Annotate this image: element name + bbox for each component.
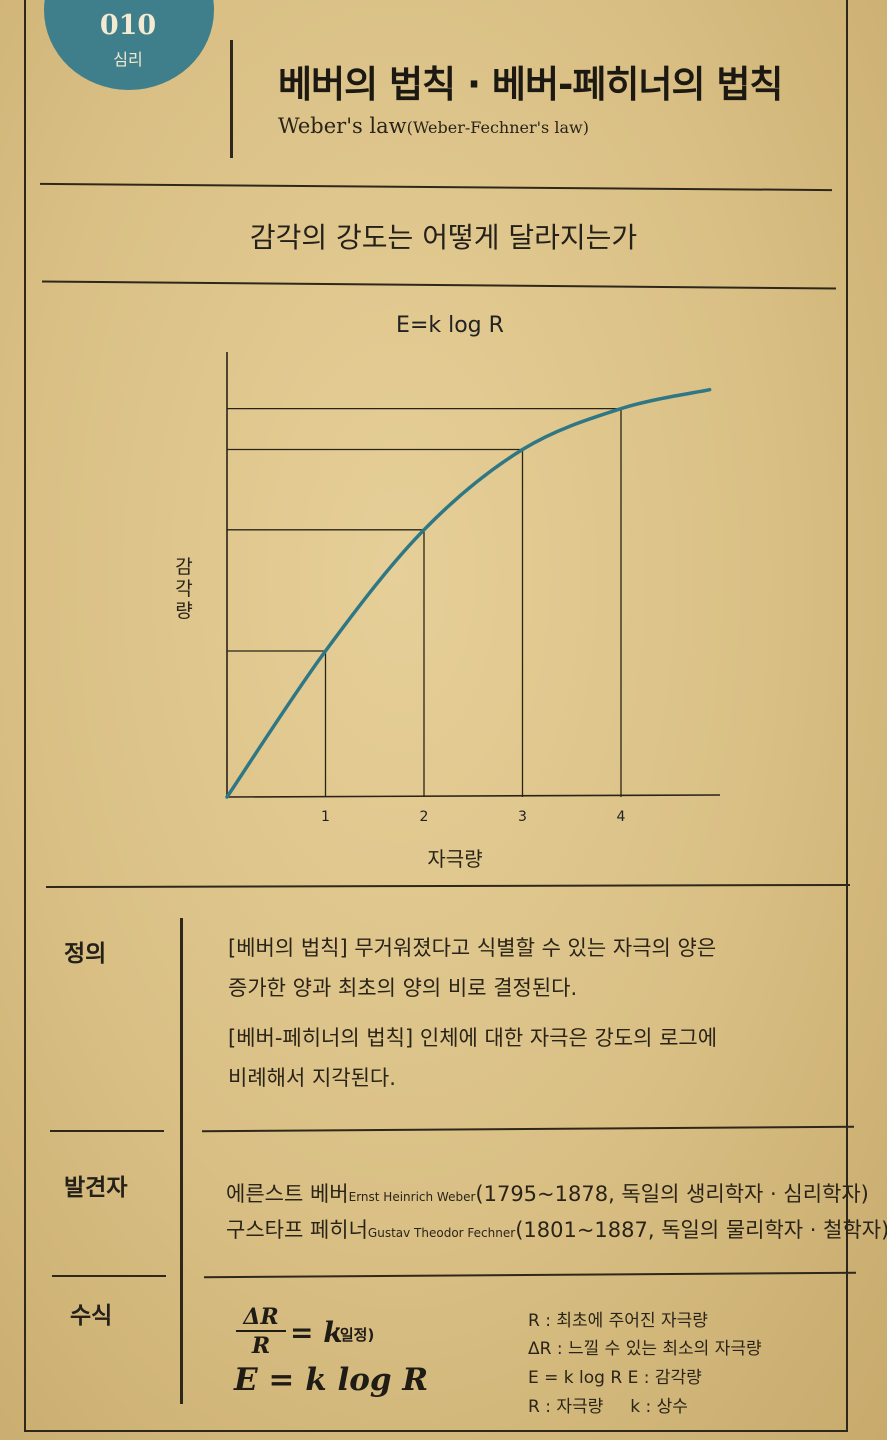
formula-legend-4: R : 자극량 k : 상수 <box>528 1397 688 1417</box>
rule-label-2 <box>52 1275 166 1277</box>
x-tick-label-1: 1 <box>321 809 330 825</box>
fechner-detail: (1801~1887, 독일의 물리학자 · 철학자) <box>515 1218 887 1242</box>
x-axis-label: 자극량 <box>427 847 483 871</box>
x-axis <box>226 794 721 798</box>
page-frame <box>24 0 848 1432</box>
x-tick-label-3: 3 <box>518 809 527 825</box>
chart-svg: 1 2 3 4 <box>225 352 721 825</box>
definition-label: 정의 <box>64 941 107 967</box>
fraction-numerator: ΔR <box>236 1304 286 1332</box>
definition-line-3: [베버-페히너의 법칙] 인체에 대한 자극은 강도의 로그에 <box>228 1026 718 1050</box>
formula-label: 수식 <box>70 1303 113 1329</box>
discoverer-fechner: 구스타프 페히너Gustav Theodor Fechner(1801~1887… <box>226 1214 887 1244</box>
definition-line-1: [베버의 법칙] 무거워졌다고 식별할 수 있는 자극의 양은 <box>228 936 717 960</box>
fechner-name: 구스타프 페히너 <box>226 1218 368 1242</box>
definition-line-2: 증가한 양과 최초의 양의 비로 결정된다. <box>228 976 578 1000</box>
fraction-denominator: R <box>251 1333 271 1359</box>
weber-original-name: Ernst Heinrich Weber <box>348 1190 476 1204</box>
formula-fraction: ΔR R <box>236 1304 286 1360</box>
fechner-original-name: Gustav Theodor Fechner <box>367 1226 516 1240</box>
y-axis-label-char-2: 량 <box>175 600 193 622</box>
definition-line-4: 비례해서 지각된다. <box>228 1066 396 1090</box>
x-tick-labels: 1 2 3 4 <box>321 809 626 825</box>
formula-legend-3: E = k log R E : 감각량 <box>528 1368 702 1388</box>
x-tick-label-2: 2 <box>420 809 429 825</box>
formula-constant-note: (일정) <box>333 1326 375 1344</box>
weber-name: 에른스트 베버 <box>226 1182 349 1206</box>
page-title: 베버의 법칙 · 베버-페히너의 법칙 <box>278 63 783 106</box>
discoverer-weber: 에른스트 베버Ernst Heinrich Weber(1795~1878, 독… <box>226 1178 869 1208</box>
chart-guides <box>227 407 622 797</box>
page-subtitle: 감각의 강도는 어떻게 달라지는가 <box>249 221 638 254</box>
chart-title: E=k log R <box>396 313 504 338</box>
page-title-english: Weber's law(Weber-Fechner's law) <box>278 114 589 138</box>
title-divider <box>230 40 233 158</box>
formula-weber-fechner: E = k log R <box>234 1362 429 1398</box>
table-column-divider <box>180 918 183 1404</box>
formula-equals-k: = k <box>290 1316 343 1349</box>
section-category: 심리 <box>113 50 143 69</box>
x-tick-label-4: 4 <box>617 809 626 825</box>
title-english-main: Weber's law <box>278 114 407 138</box>
formula-legend-2: ΔR : 느낄 수 있는 최소의 자극량 <box>528 1339 762 1359</box>
y-axis-label-char-0: 감 <box>175 556 193 578</box>
section-number: 010 <box>99 10 157 41</box>
formula-legend-1: R : 최초에 주어진 자극량 <box>528 1311 708 1331</box>
discoverer-label: 발견자 <box>64 1175 128 1201</box>
weber-detail: (1795~1878, 독일의 생리학자 · 심리학자) <box>475 1182 869 1206</box>
y-axis-label-char-1: 각 <box>175 578 193 600</box>
rule-label-1 <box>50 1130 164 1132</box>
title-english-sub: (Weber-Fechner's law) <box>406 118 589 137</box>
data-curve <box>225 387 712 799</box>
